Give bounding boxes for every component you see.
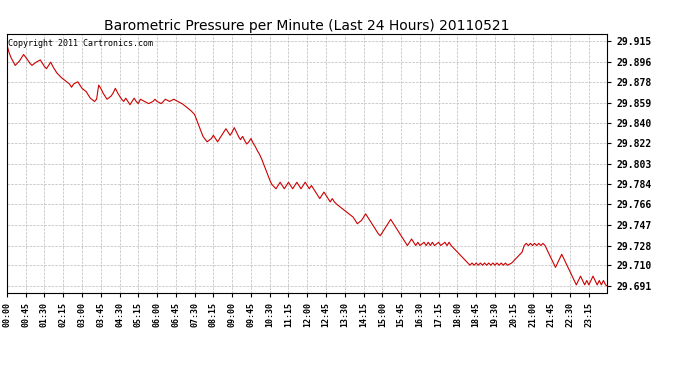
Title: Barometric Pressure per Minute (Last 24 Hours) 20110521: Barometric Pressure per Minute (Last 24 …: [104, 19, 510, 33]
Text: Copyright 2011 Cartronics.com: Copyright 2011 Cartronics.com: [8, 39, 153, 48]
